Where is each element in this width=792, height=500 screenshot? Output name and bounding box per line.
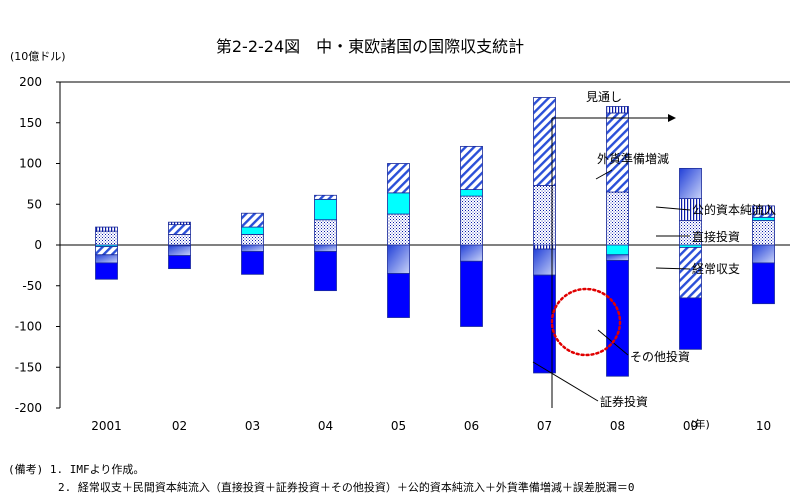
bar-segment-6 — [314, 251, 337, 292]
chart-title: 第2-2-24図 中・東欧諸国の国際収支統計 — [216, 37, 524, 56]
annotation-current-account: 経常収支 — [692, 262, 740, 276]
x-tick-label: 05 — [391, 419, 406, 433]
y-tick-label: -200 — [15, 401, 42, 415]
bar-segment-3 — [314, 194, 337, 200]
annotation-portfolio-investment: 証券投資 — [600, 394, 648, 409]
x-tick-label: 07 — [537, 419, 552, 433]
bar-segment-5 — [387, 244, 410, 274]
x-axis-unit: (年) — [690, 417, 710, 431]
y-tick-label: 0 — [34, 238, 42, 252]
annotation-other-investment: その他投資 — [630, 349, 690, 364]
annotation-direct-investment: 直接投資 — [692, 229, 740, 244]
bar-segment-1 — [168, 234, 191, 246]
bar-segment-2 — [314, 198, 337, 221]
bar-segment-4 — [95, 226, 118, 232]
annotation-leader — [595, 169, 613, 180]
y-tick-label: 150 — [19, 116, 42, 130]
y-tick-label: -150 — [15, 360, 42, 374]
bar-segment-1 — [606, 191, 629, 246]
forecast-arrow-head — [668, 114, 676, 122]
bar-segment-2 — [752, 216, 775, 221]
bar-segment-6 — [241, 251, 264, 275]
bar-segment-2 — [606, 244, 629, 256]
bar-segment-6 — [460, 260, 483, 327]
y-tick-label: 100 — [19, 157, 42, 171]
bar-segment-3 — [387, 163, 410, 194]
bar-segment-1 — [387, 213, 410, 246]
bar-segment-4 — [606, 106, 629, 114]
bar-segment-3 — [168, 224, 191, 235]
bar-segment-6 — [752, 262, 775, 305]
bar-segment-6 — [606, 260, 629, 377]
y-axis-unit: (10億ドル) — [10, 50, 66, 63]
bar-segment-5 — [460, 244, 483, 262]
x-tick-label: 04 — [318, 419, 333, 433]
bar-segment-3 — [460, 145, 483, 190]
y-tick-label: 200 — [19, 75, 42, 89]
bar-segment-4 — [752, 205, 775, 215]
bar-segment-1 — [314, 219, 337, 246]
bar-segment-5 — [752, 244, 775, 264]
bar-segment-5 — [606, 254, 629, 261]
annotation-reserves: 外貨準備増減 — [597, 151, 669, 166]
chart-area: 第2-2-24図 中・東欧諸国の国際収支統計(10億ドル)20015010050… — [10, 37, 790, 433]
bar-segment-1 — [95, 230, 118, 246]
x-tick-label: 09 — [683, 419, 698, 433]
note-line-1: (備考) 1. IMFより作成。 — [8, 463, 145, 476]
x-tick-label: 06 — [464, 419, 479, 433]
note-line-2: 2. 経常収支＋民間資本純流入（直接投資＋証券投資＋その他投資）＋公的資本純流入… — [58, 481, 635, 494]
annotation-leader — [655, 206, 691, 211]
bar-segment-1 — [241, 234, 264, 246]
bar-segment-5 — [679, 167, 702, 199]
annotation-official-capital: 公的資本純流入 — [692, 202, 776, 217]
bar-segment-2 — [387, 192, 410, 215]
annotation-leader — [532, 361, 599, 402]
bar-segment-6 — [95, 262, 118, 280]
x-tick-label: 08 — [610, 419, 625, 433]
annotation-leader — [655, 267, 691, 270]
bar-segment-6 — [387, 273, 410, 318]
bar-segment-6 — [168, 255, 191, 270]
y-tick-label: -100 — [15, 320, 42, 334]
x-tick-label: 02 — [172, 419, 187, 433]
bar-segment-1 — [460, 195, 483, 246]
bar-segment-4 — [168, 221, 191, 226]
x-tick-label: 03 — [245, 419, 260, 433]
bar-segment-5 — [314, 244, 337, 252]
highlight-circle — [550, 287, 622, 357]
x-tick-label: 10 — [756, 419, 771, 433]
bar-segment-3 — [95, 246, 118, 256]
bar-segment-5 — [95, 254, 118, 264]
bar-segment-6 — [679, 297, 702, 350]
bar-segment-3 — [241, 212, 264, 228]
bar-segment-5 — [241, 244, 264, 252]
forecast-label: 見通し — [586, 90, 622, 104]
x-tick-label: 2001 — [91, 419, 122, 433]
y-tick-label: -50 — [22, 279, 42, 293]
bar-segment-3 — [533, 97, 556, 186]
bar-segment-2 — [460, 189, 483, 197]
bar-segment-1 — [752, 220, 775, 246]
y-tick-label: 50 — [27, 197, 42, 211]
bar-segment-5 — [168, 245, 191, 256]
bar-segment-6 — [533, 274, 556, 374]
bar-segment-2 — [241, 226, 264, 235]
